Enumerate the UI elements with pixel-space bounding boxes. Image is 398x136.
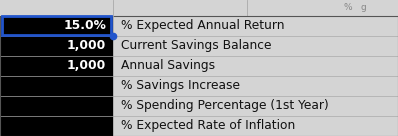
Text: % Spending Percentage (1st Year): % Spending Percentage (1st Year) xyxy=(121,99,329,112)
Bar xyxy=(0,16,398,136)
Text: % Savings Increase: % Savings Increase xyxy=(121,79,240,92)
Bar xyxy=(0,76,113,96)
Text: 15.0%: 15.0% xyxy=(63,19,106,32)
Bar xyxy=(0,16,113,36)
Text: Current Savings Balance: Current Savings Balance xyxy=(121,39,272,52)
Text: Annual Savings: Annual Savings xyxy=(121,59,215,72)
Text: % Expected Rate of Inflation: % Expected Rate of Inflation xyxy=(121,119,296,132)
Text: %: % xyxy=(343,3,352,12)
Text: 1,000: 1,000 xyxy=(67,39,106,52)
Bar xyxy=(113,36,398,56)
Text: 1,000: 1,000 xyxy=(67,59,106,72)
Bar xyxy=(0,56,113,76)
Bar xyxy=(113,116,398,136)
Bar xyxy=(0,116,113,136)
Bar xyxy=(0,96,113,116)
Bar xyxy=(113,76,398,96)
Bar xyxy=(113,56,398,76)
Text: % Expected Annual Return: % Expected Annual Return xyxy=(121,19,285,32)
Bar xyxy=(0,0,398,16)
Bar xyxy=(113,96,398,116)
Bar xyxy=(0,36,113,56)
Bar xyxy=(113,16,398,36)
Text: g: g xyxy=(361,3,366,12)
Bar xyxy=(2,16,111,35)
